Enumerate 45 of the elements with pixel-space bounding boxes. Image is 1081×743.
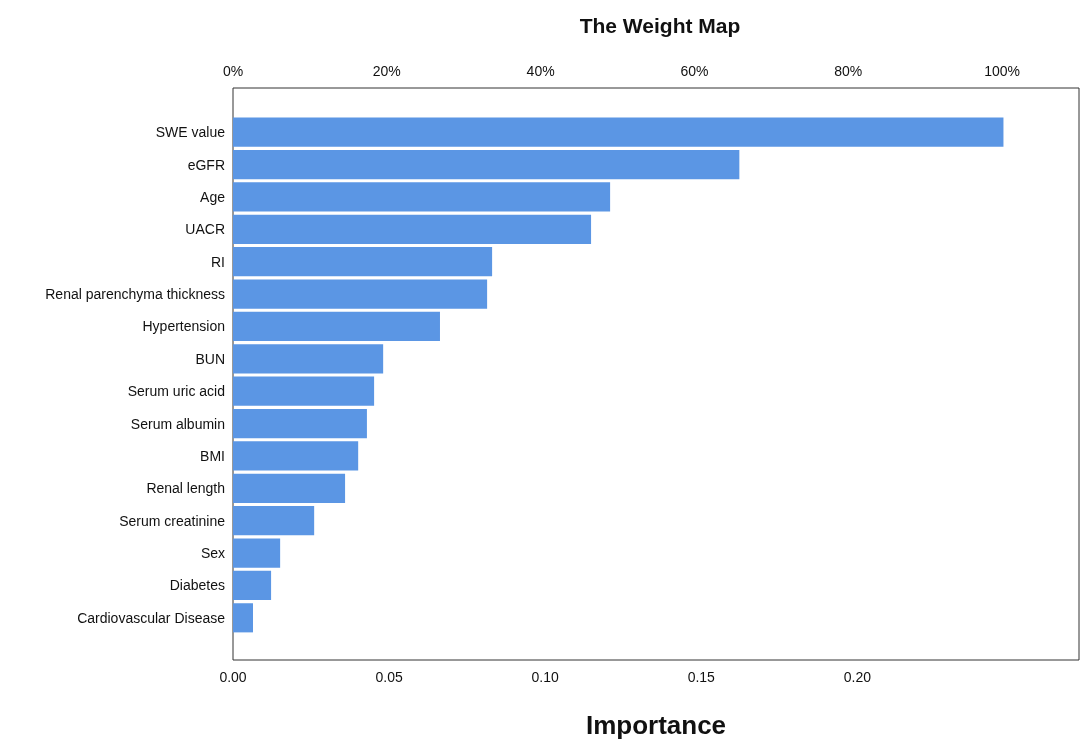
y-tick-label: Serum albumin — [130, 415, 225, 432]
bar — [233, 117, 1004, 147]
y-tick-label: UACR — [185, 221, 225, 238]
x2-tick-label: 0% — [222, 63, 244, 79]
bar — [233, 408, 367, 439]
x-tick-label: 0.15 — [687, 669, 716, 685]
x-tick-label: 0.20 — [843, 669, 872, 685]
y-tick-label: Serum uric acid — [127, 383, 225, 400]
bar — [233, 603, 253, 633]
x2-tick-label: 20% — [372, 63, 401, 79]
bar — [233, 376, 375, 406]
x-tick-label: 0.10 — [531, 669, 560, 685]
x2-tick-label: 40% — [526, 63, 555, 79]
bar — [233, 506, 315, 536]
bar — [233, 344, 384, 374]
y-tick-label: Hypertension — [142, 318, 225, 335]
bar — [233, 149, 740, 180]
x2-tick-label: 100% — [984, 63, 1020, 79]
x2-tick-label: 60% — [680, 63, 709, 79]
y-tick-label: Diabetes — [169, 577, 225, 594]
bar — [233, 441, 359, 471]
y-tick-label: Cardiovascular Disease — [77, 609, 226, 626]
y-tick-label: Serum creatinine — [119, 512, 226, 529]
chart-title: The Weight Map — [579, 14, 741, 37]
y-tick-label: BMI — [200, 447, 225, 464]
y-tick-label: Renal length — [146, 480, 225, 497]
y-tick-label: eGFR — [187, 156, 225, 173]
bar — [233, 182, 611, 212]
y-tick-label: Sex — [200, 545, 225, 562]
x2-tick-label: 80% — [834, 63, 863, 79]
y-tick-label: RI — [211, 253, 225, 270]
bar — [233, 247, 493, 277]
y-tick-label: SWE value — [155, 124, 226, 141]
x-tick-label: 0.00 — [219, 669, 247, 685]
x-tick-label: 0.05 — [375, 669, 403, 685]
bar — [233, 311, 440, 342]
y-tick-label: BUN — [195, 350, 225, 367]
bar — [233, 473, 346, 503]
x-axis-title: Importance — [585, 710, 727, 740]
bar — [233, 279, 488, 309]
y-tick-label: Renal parenchyma thickness — [45, 286, 225, 303]
bar — [233, 214, 592, 244]
y-tick-label: Age — [200, 188, 226, 205]
bar — [233, 570, 272, 601]
bar — [233, 538, 281, 568]
